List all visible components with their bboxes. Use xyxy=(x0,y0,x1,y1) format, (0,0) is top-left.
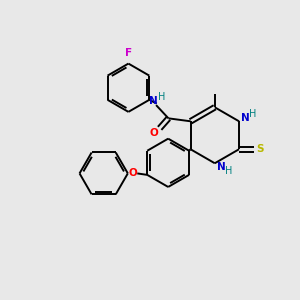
Text: O: O xyxy=(128,168,137,178)
Text: F: F xyxy=(125,48,132,58)
Text: S: S xyxy=(256,144,263,154)
Text: N: N xyxy=(217,162,226,172)
Text: H: H xyxy=(158,92,166,102)
Text: N: N xyxy=(241,113,250,123)
Text: H: H xyxy=(249,109,257,118)
Text: H: H xyxy=(225,166,233,176)
Text: O: O xyxy=(150,128,159,138)
Text: N: N xyxy=(149,96,158,106)
